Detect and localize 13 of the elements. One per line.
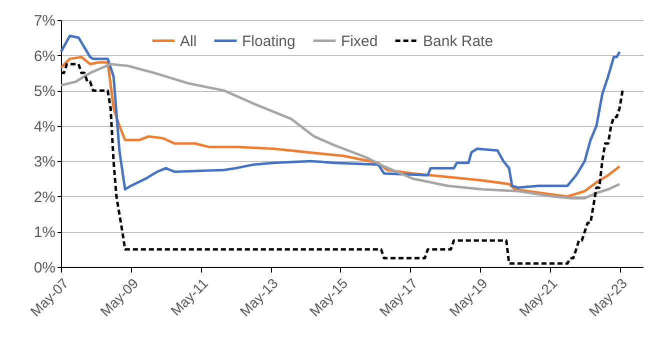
y-tick-label: 4% xyxy=(34,118,56,136)
y-tick-label: 6% xyxy=(34,48,56,65)
y-tick-label: 7% xyxy=(34,12,56,30)
legend-label: All xyxy=(180,32,197,50)
y-tick-label: 5% xyxy=(34,83,56,100)
y-tick-label: 0% xyxy=(34,260,56,276)
legend-label: Fixed xyxy=(341,32,378,50)
y-tick-label: 2% xyxy=(34,188,56,206)
line-series xyxy=(60,34,621,191)
y-tick-label: 3% xyxy=(34,154,56,171)
y-tick-label: 1% xyxy=(34,224,56,242)
legend-label: Floating xyxy=(242,32,296,50)
legend-label: Bank Rate xyxy=(423,32,494,50)
